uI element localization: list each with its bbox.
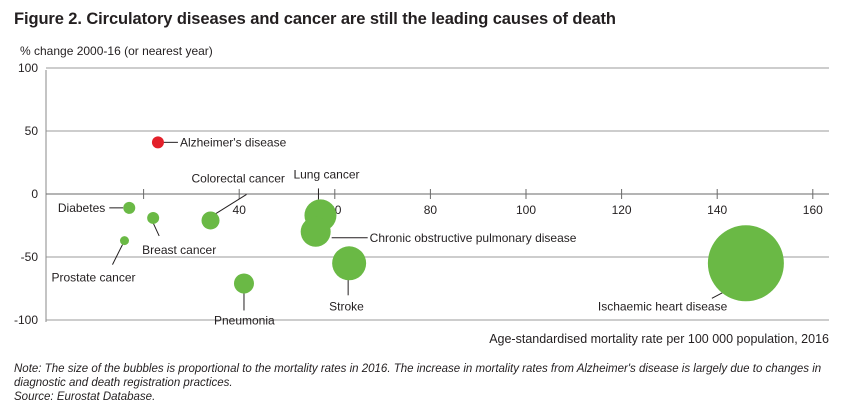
bubble-label: Stroke	[329, 299, 364, 313]
x-tick-label: 160	[803, 203, 823, 217]
bubble-stroke	[332, 246, 367, 281]
bubbles	[119, 136, 784, 302]
x-tick-label: 140	[707, 203, 727, 217]
bubble-breast-cancer	[147, 211, 160, 224]
x-tick-label: 40	[233, 203, 247, 217]
bubble-label: Breast cancer	[142, 243, 216, 257]
bubble-label: Lung cancer	[293, 167, 359, 181]
bubble-label: Diabetes	[58, 201, 105, 215]
bubble-alzheimer-s-disease	[151, 136, 164, 149]
chart-title: Figure 2. Circulatory diseases and cance…	[14, 10, 616, 28]
y-tick-label: 0	[31, 187, 38, 201]
leader-lines	[109, 141, 732, 311]
bubble-chronic-obstructive-pulmonary-disease	[300, 216, 331, 247]
y-tick-label: -100	[14, 313, 38, 327]
bubble-label: Pneumonia	[214, 313, 275, 327]
bubble-labels: Alzheimer's disease Diabetes Breast cancer…	[51, 135, 727, 327]
bubble-label: Colorectal cancer	[192, 171, 285, 185]
x-tick-label: 100	[516, 203, 536, 217]
source-text: Source: Eurostat Database.	[14, 391, 156, 403]
notes: Note: The size of the bubbles is proport…	[14, 362, 844, 404]
bubble-label: Chronic obstructive pulmonary disease	[370, 231, 577, 245]
x-tick-label: 120	[612, 203, 632, 217]
note-text: Note: The size of the bubbles is proport…	[14, 363, 822, 389]
leader-line	[152, 222, 160, 237]
bubble-label: Ischaemic heart disease	[598, 299, 728, 313]
bubble-diabetes	[123, 201, 136, 214]
bubble-prostate-cancer	[119, 236, 129, 246]
bubble-pneumonia	[233, 273, 254, 294]
y-tick-label: 50	[25, 124, 39, 138]
leader-line	[112, 244, 123, 265]
y-axis-label: % change 2000-16 (or nearest year)	[20, 44, 213, 58]
leader-line	[214, 194, 247, 215]
bubble-label: Prostate cancer	[51, 271, 135, 285]
y-tick-label: -50	[21, 250, 39, 264]
bubble-label: Alzheimer's disease	[180, 135, 287, 149]
bubble-colorectal-cancer	[201, 211, 220, 230]
x-axis-label: Age-standardised mortality rate per 100 …	[489, 332, 829, 346]
x-tick-label: 80	[424, 203, 438, 217]
grid-lines	[46, 67, 829, 321]
axes	[45, 70, 829, 322]
bubble-ischaemic-heart-disease	[707, 225, 784, 302]
y-tick-label: 100	[18, 61, 38, 75]
